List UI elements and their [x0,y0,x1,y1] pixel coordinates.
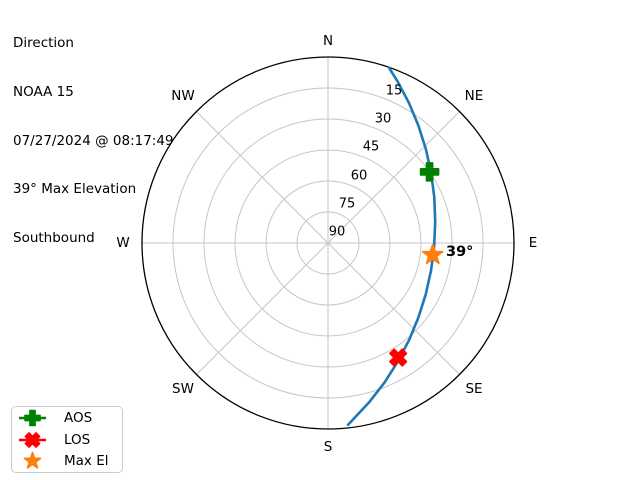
legend-item-aos: AOS [19,408,122,429]
compass-label-w: W [116,235,130,251]
ring-tick-label-60: 60 [350,168,368,184]
los-x-icon [19,431,46,448]
los-marker [389,348,408,367]
legend-label-aos: AOS [64,410,93,426]
compass-label-sw: SW [172,381,194,397]
chart-title: Direction [13,35,74,52]
aos-marker [419,162,440,182]
title-block: Direction NOAA 15 07/27/2024 @ 08:17:49 … [13,3,174,278]
legend: AOS LOS Max El [11,406,123,473]
max-el-marker [421,243,444,265]
elevation-ring-gridline [234,149,422,337]
elevation-ring-gridline [265,180,391,306]
legend-item-max-el: Max El [19,451,122,472]
elevation-ring-gridline [296,211,360,275]
elevation-ring-gridline [203,118,453,368]
horizon-circle [141,56,515,430]
compass-label-s: S [323,439,333,455]
ring-tick-label-45: 45 [362,139,380,155]
legend-handle-marker [23,451,42,469]
max-elevation-text: 39° Max Elevation [13,181,137,198]
compass-label-ne: NE [464,88,484,104]
satellite-track [346,66,437,427]
satellite-name: NOAA 15 [13,84,74,101]
pass-datetime: 07/27/2024 @ 08:17:49 [13,132,174,149]
ring-tick-label-75: 75 [338,196,356,212]
ring-tick-label-15: 15 [385,83,403,99]
max-el-star-icon [23,451,42,469]
compass-label-nw: NW [171,88,195,104]
ring-tick-label-90: 90 [328,224,346,240]
legend-handle-marker [24,431,41,448]
aos-plus-icon [19,409,46,427]
compass-label-e: E [528,235,538,251]
max-elevation-annotation: 39° [446,244,474,260]
compass-label-se: SE [465,381,483,397]
legend-label-max-el: Max El [64,453,109,469]
ring-tick-label-30: 30 [374,111,392,127]
legend-handle-marker [24,409,41,427]
pass-direction-text: Southbound [13,229,95,246]
legend-label-los: LOS [64,431,91,448]
legend-item-los: LOS [19,429,122,450]
compass-label-n: N [322,33,334,49]
elevation-ring-gridline [172,87,484,399]
